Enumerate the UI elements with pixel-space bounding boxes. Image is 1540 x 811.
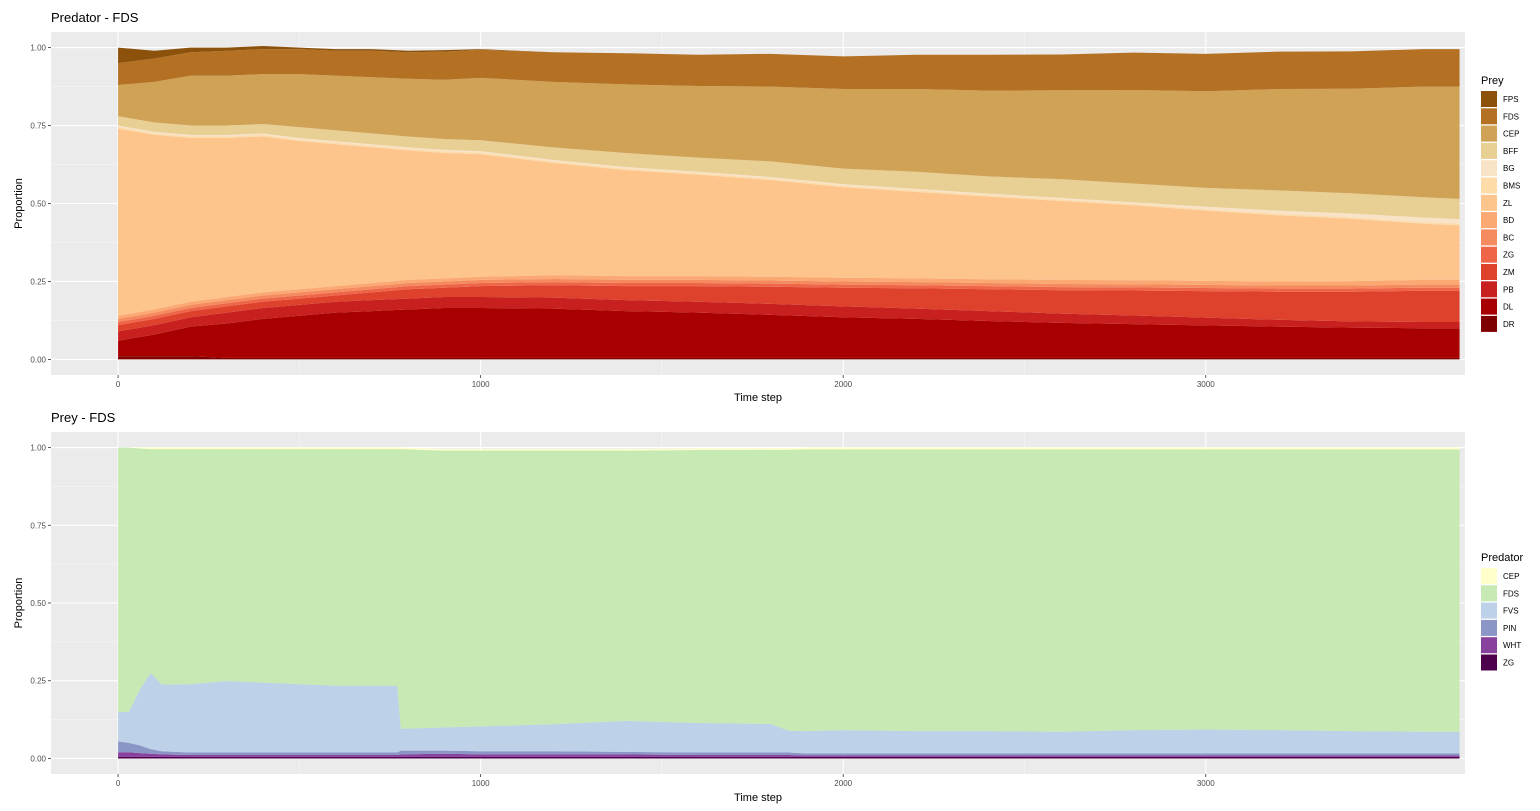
series-area-fps — [118, 46, 1460, 64]
x-tick-label: 0 — [116, 380, 121, 389]
series-area-dl — [118, 307, 1460, 358]
legend-label-bc: BC — [1503, 233, 1514, 242]
legend-key-bg — [1481, 160, 1497, 177]
legend-label-fvs: FVS — [1503, 607, 1519, 616]
series-area-bms — [118, 127, 1460, 226]
y-tick-label: 0.50 — [30, 200, 46, 209]
y-tick-label: 0.75 — [30, 521, 46, 530]
chart-title: Predator - FDS — [51, 10, 139, 25]
series-area-zl — [118, 128, 1460, 316]
series-area-pb — [118, 297, 1460, 341]
legend-label-zl: ZL — [1503, 199, 1513, 208]
legend-key-cep — [1481, 125, 1497, 142]
series-area-bg — [118, 125, 1460, 224]
legend-label-fps: FPS — [1503, 95, 1519, 104]
y-tick-label: 0.25 — [30, 677, 46, 686]
legend-key-pin — [1481, 619, 1497, 636]
series-area-fvs — [118, 672, 1460, 754]
legend-key-wht — [1481, 637, 1497, 654]
legend-label-cep: CEP — [1503, 130, 1519, 139]
legend-key-zl — [1481, 194, 1497, 211]
legend-label-bd: BD — [1503, 216, 1514, 225]
legend-label-dr: DR — [1503, 320, 1515, 329]
series-area-cep — [118, 74, 1460, 199]
legend-label-fds: FDS — [1503, 589, 1519, 598]
legend-key-fps — [1481, 91, 1497, 107]
x-axis-label: Time step — [734, 792, 782, 804]
series-area-wht — [118, 752, 1460, 757]
series-area-fds — [118, 447, 1460, 732]
series-area-cep — [118, 447, 1460, 451]
x-tick-label: 3000 — [1197, 380, 1215, 389]
legend-label-fds: FDS — [1503, 112, 1519, 121]
legend-key-zg — [1481, 654, 1497, 671]
legend-title: Prey — [1481, 75, 1504, 87]
x-tick-label: 0 — [116, 779, 121, 788]
y-tick-label: 1.00 — [30, 444, 46, 453]
x-tick-label: 2000 — [834, 779, 852, 788]
legend-label-pb: PB — [1503, 285, 1514, 294]
y-tick-label: 0.50 — [30, 599, 46, 608]
legend-key-cep — [1481, 568, 1497, 584]
legend-label-cep: CEP — [1503, 572, 1519, 581]
legend-key-bd — [1481, 212, 1497, 229]
y-axis-label: Proportion — [13, 578, 25, 629]
legend-label-bg: BG — [1503, 164, 1515, 173]
legend-label-pin: PIN — [1503, 624, 1517, 633]
y-tick-label: 0.00 — [30, 754, 46, 763]
legend-key-bms — [1481, 177, 1497, 194]
y-tick-label: 0.00 — [30, 355, 46, 364]
legend-label-zg: ZG — [1503, 251, 1514, 260]
x-tick-label: 1000 — [472, 779, 490, 788]
legend: Prey FPS FDS CEP BFF BG BMS ZL BD BC ZG ZM PB DL DR — [1481, 75, 1520, 332]
legend-key-pb — [1481, 281, 1497, 298]
legend-key-zm — [1481, 264, 1497, 280]
series-area-fds — [118, 49, 1460, 92]
series-area-bff — [118, 116, 1460, 220]
series-area-pin — [118, 741, 1460, 756]
legend-key-bc — [1481, 229, 1497, 246]
legend-title: Predator — [1481, 552, 1524, 564]
legend-label-zm: ZM — [1503, 268, 1515, 277]
y-axis-label: Proportion — [13, 178, 25, 229]
x-axis-label: Time step — [734, 392, 782, 404]
legend-label-dl: DL — [1503, 303, 1514, 312]
chart-panel-1: Predator - FDS 0.00 0.25 0.50 0.75 1.00 0 1000 2… — [13, 10, 1520, 404]
legend-label-zg: ZG — [1503, 659, 1514, 668]
legend-key-dl — [1481, 298, 1497, 315]
y-tick-label: 1.00 — [30, 44, 46, 53]
x-tick-label: 3000 — [1197, 779, 1215, 788]
legend-key-fds — [1481, 585, 1497, 602]
chart-panel-2: Prey - FDS 0.00 0.25 0.50 0.75 1.00 0 1000 2000 3… — [13, 410, 1524, 804]
legend-key-bff — [1481, 142, 1497, 159]
y-tick-label: 0.75 — [30, 122, 46, 131]
legend-label-bms: BMS — [1503, 182, 1520, 191]
series-area-zg — [118, 756, 1460, 759]
chart-title: Prey - FDS — [51, 410, 116, 425]
y-tick-label: 0.25 — [30, 277, 46, 286]
x-tick-label: 1000 — [472, 380, 490, 389]
legend-key-fvs — [1481, 602, 1497, 619]
legend-label-bff: BFF — [1503, 147, 1518, 156]
legend: Predator CEP FDS FVS PIN WHT ZG — [1481, 552, 1524, 671]
legend-key-fds — [1481, 108, 1497, 125]
legend-key-dr — [1481, 315, 1497, 332]
legend-key-zg — [1481, 246, 1497, 263]
series-area-zm — [118, 285, 1460, 332]
legend-label-wht: WHT — [1503, 641, 1521, 650]
x-tick-label: 2000 — [834, 380, 852, 389]
